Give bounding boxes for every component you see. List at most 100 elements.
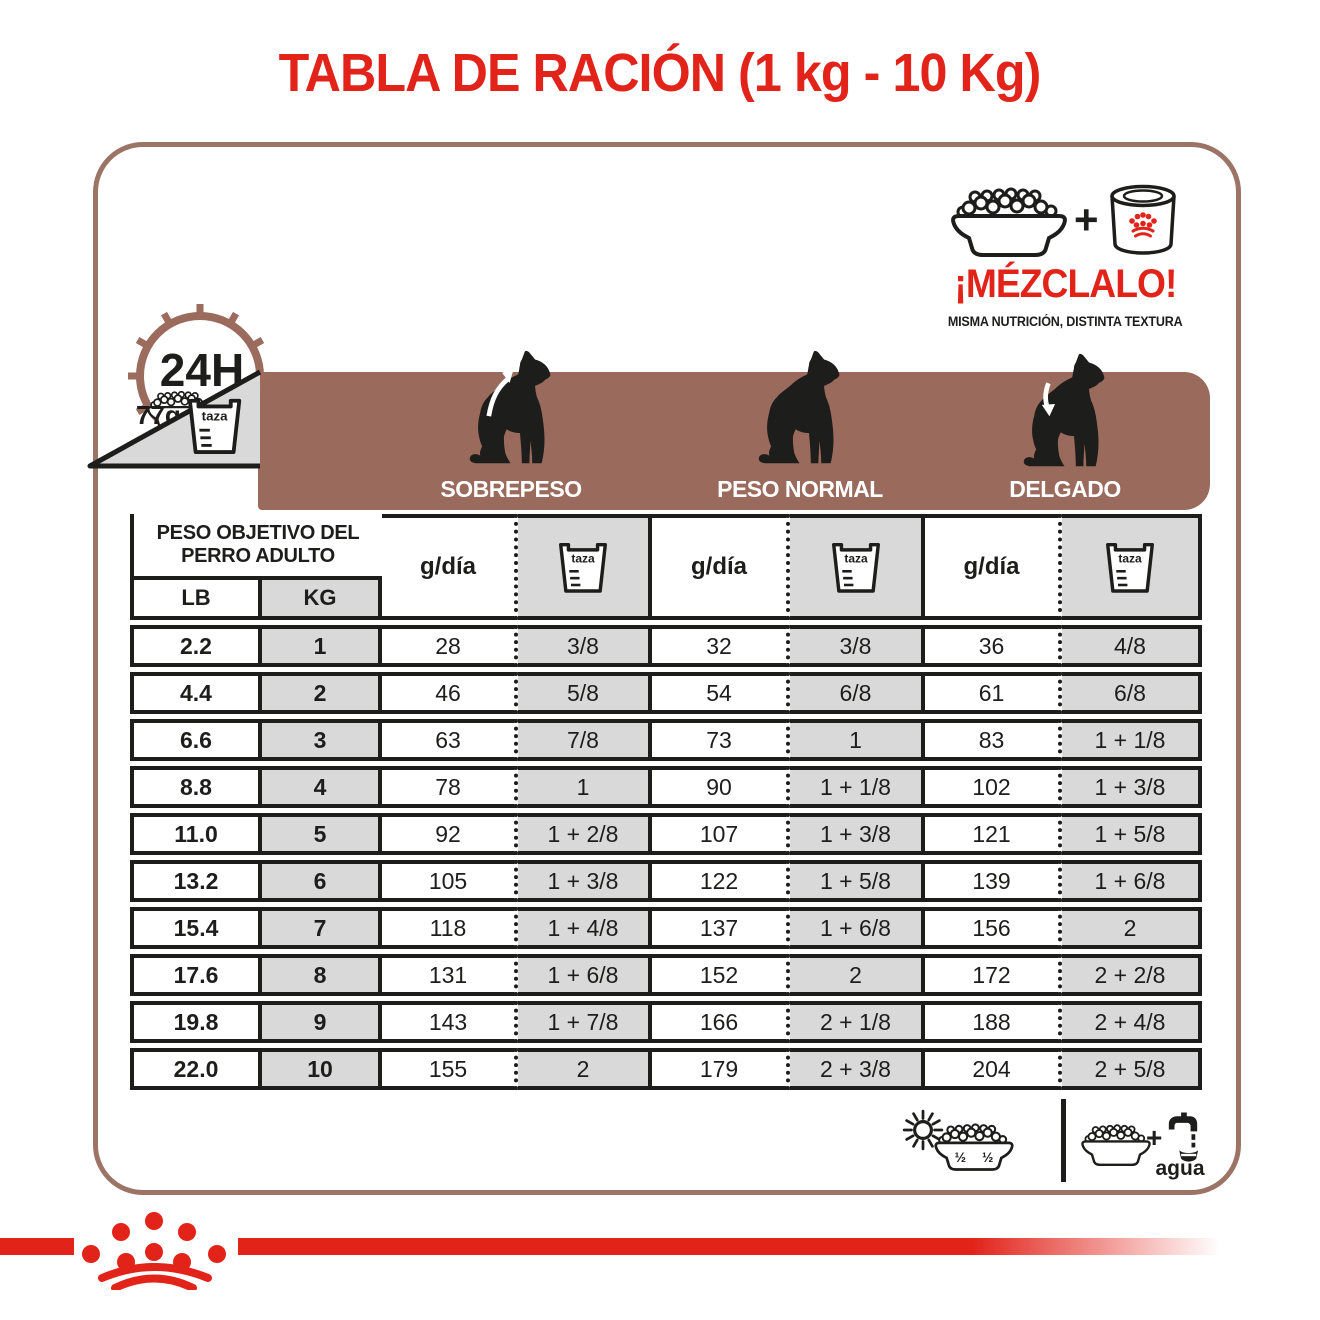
half-ration-bowl-icon: ½ ½: [934, 1123, 1014, 1171]
cell-delgado-grams: 172: [925, 954, 1062, 996]
cell-delgado-cups: 2 + 4/8: [1062, 1001, 1202, 1043]
table-row: 13.2 6 105 1 + 3/8 122 1 + 5/8 139 1 + 6/8: [130, 860, 1202, 902]
cell-normal-cups: 1: [790, 719, 925, 761]
table-row: 8.8 4 78 1 90 1 + 1/8 102 1 + 3/8: [130, 766, 1202, 808]
cell-normal-grams: 166: [652, 1001, 790, 1043]
cell-delgado-grams: 188: [925, 1001, 1062, 1043]
arrow-up-icon: [502, 369, 514, 384]
can-crown-logo: [1129, 212, 1157, 228]
cell-lb: 17.6: [130, 954, 262, 996]
category-label-sobrepeso: SOBREPESO: [440, 476, 582, 502]
mix-headline-text: ¡MÉZCLALO!: [953, 262, 1177, 306]
cell-sobrepeso-grams: 46: [382, 672, 518, 714]
cell-sobrepeso-grams: 105: [382, 860, 518, 902]
cell-delgado-grams: 102: [925, 766, 1062, 808]
cell-delgado-grams: 36: [925, 625, 1062, 667]
page-title: TABLA DE RACIÓN (1 kg - 10 Kg): [0, 42, 1320, 104]
cell-kg: 5: [262, 813, 382, 855]
cell-lb: 19.8: [130, 1001, 262, 1043]
cell-delgado-grams: 204: [925, 1048, 1062, 1090]
cell-delgado-cups: 1 + 3/8: [1062, 766, 1202, 808]
cell-kg: 2: [262, 672, 382, 714]
page-title-text: TABLA DE RACIÓN (1 kg - 10 Kg): [279, 43, 1042, 103]
cell-sobrepeso-grams: 78: [382, 766, 518, 808]
table-row: 6.6 3 63 7/8 73 1 83 1 + 1/8: [130, 719, 1202, 761]
cell-sobrepeso-grams: 28: [382, 625, 518, 667]
sun-icon: [902, 1109, 944, 1151]
column-header-cup-delgado: taza: [1062, 514, 1202, 620]
cell-delgado-cups: 2 + 2/8: [1062, 954, 1202, 996]
cell-delgado-grams: 83: [925, 719, 1062, 761]
kibble-bowl-icon: [1081, 1123, 1151, 1167]
cell-lb: 15.4: [130, 907, 262, 949]
cell-normal-grams: 152: [652, 954, 790, 996]
cell-sobrepeso-grams: 118: [382, 907, 518, 949]
category-label-peso-normal: PESO NORMAL: [717, 476, 883, 502]
cell-kg: 4: [262, 766, 382, 808]
table-row: 4.4 2 46 5/8 54 6/8 61 6/8: [130, 672, 1202, 714]
brand-stripe-left: [0, 1238, 74, 1255]
cell-sobrepeso-cups: 1 + 4/8: [518, 907, 652, 949]
cell-sobrepeso-cups: 5/8: [518, 672, 652, 714]
column-header-cup-sobrepeso: taza: [518, 514, 652, 620]
cell-normal-grams: 54: [652, 672, 790, 714]
cell-kg: 1: [262, 625, 382, 667]
cell-normal-cups: 1 + 1/8: [790, 766, 925, 808]
cell-sobrepeso-cups: 1 + 7/8: [518, 1001, 652, 1043]
cell-delgado-cups: 2: [1062, 907, 1202, 949]
cell-delgado-cups: 2 + 5/8: [1062, 1048, 1202, 1090]
cell-sobrepeso-grams: 63: [382, 719, 518, 761]
weight-target-header-text: PESO OBJETIVO DEL PERRO ADULTO: [157, 522, 360, 568]
cell-sobrepeso-grams: 143: [382, 1001, 518, 1043]
wet-food-can-icon: [1110, 184, 1176, 255]
half-evening-label: ½: [982, 1150, 993, 1165]
dog-silhouette-normal: [758, 350, 840, 464]
dog-silhouette-overweight: [469, 350, 551, 464]
moon-icon: [1018, 1114, 1032, 1140]
brand-stripe-right: [238, 1238, 1230, 1255]
column-header-cup-normal: taza: [790, 514, 925, 620]
cell-kg: 3: [262, 719, 382, 761]
cell-normal-cups: 6/8: [790, 672, 925, 714]
plus-icon: +: [1146, 1122, 1163, 1153]
cell-kg: 10: [262, 1048, 382, 1090]
kibble-bowl-icon: [951, 187, 1067, 257]
cup-label: taza: [844, 552, 868, 566]
cell-kg: 7: [262, 907, 382, 949]
measuring-cup-icon: taza: [1106, 543, 1154, 593]
cell-lb: 8.8: [130, 766, 262, 808]
category-label-delgado: DELGADO: [1009, 476, 1121, 502]
arrow-down-icon: [1041, 403, 1056, 417]
cell-lb: 2.2: [130, 625, 262, 667]
measuring-cup-icon: taza: [559, 543, 607, 593]
measuring-triangle: taza: [87, 369, 262, 469]
cell-delgado-cups: 6/8: [1062, 672, 1202, 714]
column-header-gday-normal: g/día: [652, 514, 790, 620]
cell-lb: 13.2: [130, 860, 262, 902]
cell-sobrepeso-cups: 1: [518, 766, 652, 808]
dog-silhouette-thin: [1023, 353, 1105, 467]
weight-header-line1: PESO OBJETIVO DEL: [156, 522, 360, 544]
cell-delgado-cups: 1 + 5/8: [1062, 813, 1202, 855]
cell-sobrepeso-cups: 2: [518, 1048, 652, 1090]
cell-normal-cups: 1 + 5/8: [790, 860, 925, 902]
cell-normal-cups: 3/8: [790, 625, 925, 667]
mix-headline: ¡MÉZCLALO!: [905, 262, 1225, 307]
weight-target-header: PESO OBJETIVO DEL PERRO ADULTO: [130, 514, 382, 580]
cell-delgado-grams: 139: [925, 860, 1062, 902]
plus-icon: +: [1074, 196, 1099, 243]
weight-header-line2: PERRO ADULTO: [181, 545, 335, 567]
cup-label: taza: [1118, 552, 1142, 566]
cell-normal-grams: 179: [652, 1048, 790, 1090]
mix-subline: MISMA NUTRICIÓN, DISTINTA TEXTURA: [905, 314, 1225, 329]
cell-normal-cups: 2 + 1/8: [790, 1001, 925, 1043]
cell-sobrepeso-grams: 155: [382, 1048, 518, 1090]
cell-sobrepeso-cups: 7/8: [518, 719, 652, 761]
cell-normal-grams: 90: [652, 766, 790, 808]
water-label: agua: [1155, 1157, 1205, 1180]
measuring-cup-icon: taza: [188, 398, 242, 454]
cell-kg: 6: [262, 860, 382, 902]
crown-logo: [82, 1212, 226, 1290]
table-row: 22.0 10 155 2 179 2 + 3/8 204 2 + 5/8: [130, 1048, 1202, 1090]
cell-normal-cups: 1 + 6/8: [790, 907, 925, 949]
